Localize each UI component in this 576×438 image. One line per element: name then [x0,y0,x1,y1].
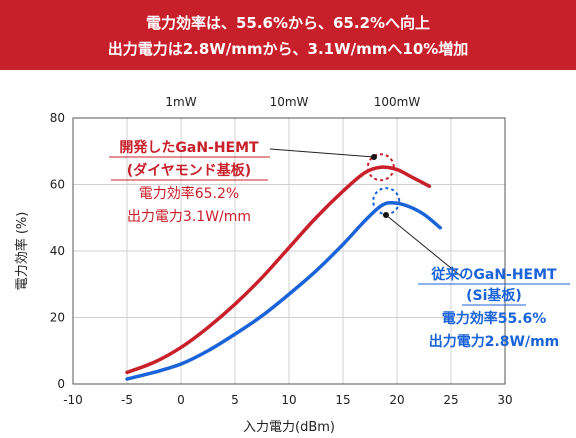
red-annotation-subtitle: (ダイヤモンド基板) [127,162,251,179]
blue-annotation-power: 出力電力2.8W/mm [429,333,560,350]
grid-lines [73,118,505,384]
top-axis-tick-label: 100mW [374,95,421,109]
banner-line-2: 出力電力は2.8W/mmから、3.1W/mmへ10%増加 [107,40,469,58]
plot-frame [72,117,506,385]
y-tick-label: 80 [50,111,65,125]
series-line-diamond [125,165,432,375]
y-axis-label: 電力効率 (%) [14,212,30,291]
x-tick-label: 5 [231,393,239,407]
red-annotation-power: 出力電力3.1W/mm [127,209,251,225]
y-tick-label: 60 [50,178,65,192]
red-annotation-leader [269,148,375,158]
x-axis-label: 入力電力(dBm) [243,420,335,435]
blue-annotation-leader [385,214,463,278]
y-tick-label: 20 [50,311,65,325]
x-tick-label: 10 [281,393,296,407]
banner-line-1: 電力効率は、55.6%から、65.2%へ向上 [145,14,431,32]
red-annotation-efficiency: 電力効率65.2% [139,185,239,202]
x-tick-label: 15 [335,393,350,407]
top-axis-tick-label: 1mW [165,95,196,109]
x-tick-label: 25 [443,393,458,407]
peak-marker-red [366,153,395,182]
top-axis-tick-label: 10mW [270,95,309,109]
y-tick-label: 0 [57,377,65,391]
x-tick-label: -5 [121,393,133,407]
red-annotation-title: 開発したGaN-HEMT [119,139,259,156]
blue-annotation-subtitle: (Si基板) [466,287,522,304]
series-layer [125,165,442,381]
header-banner: 電力効率は、55.6%から、65.2%へ向上 出力電力は2.8W/mmから、3.… [0,0,576,70]
x-tick-label: 20 [389,393,404,407]
x-tick-label: 0 [177,393,185,407]
series-line-si [125,201,442,381]
y-tick-label: 40 [50,244,65,258]
x-tick-label: -10 [63,393,83,407]
blue-annotation-title: 従来のGaN-HEMT [430,266,557,283]
blue-annotation-efficiency: 電力効率55.6% [442,310,547,327]
x-tick-label: 30 [497,393,512,407]
tick-labels: -10 -5 0 5 10 15 20 25 30 0 20 40 60 80 1mW 10mW 100mW [50,95,513,407]
